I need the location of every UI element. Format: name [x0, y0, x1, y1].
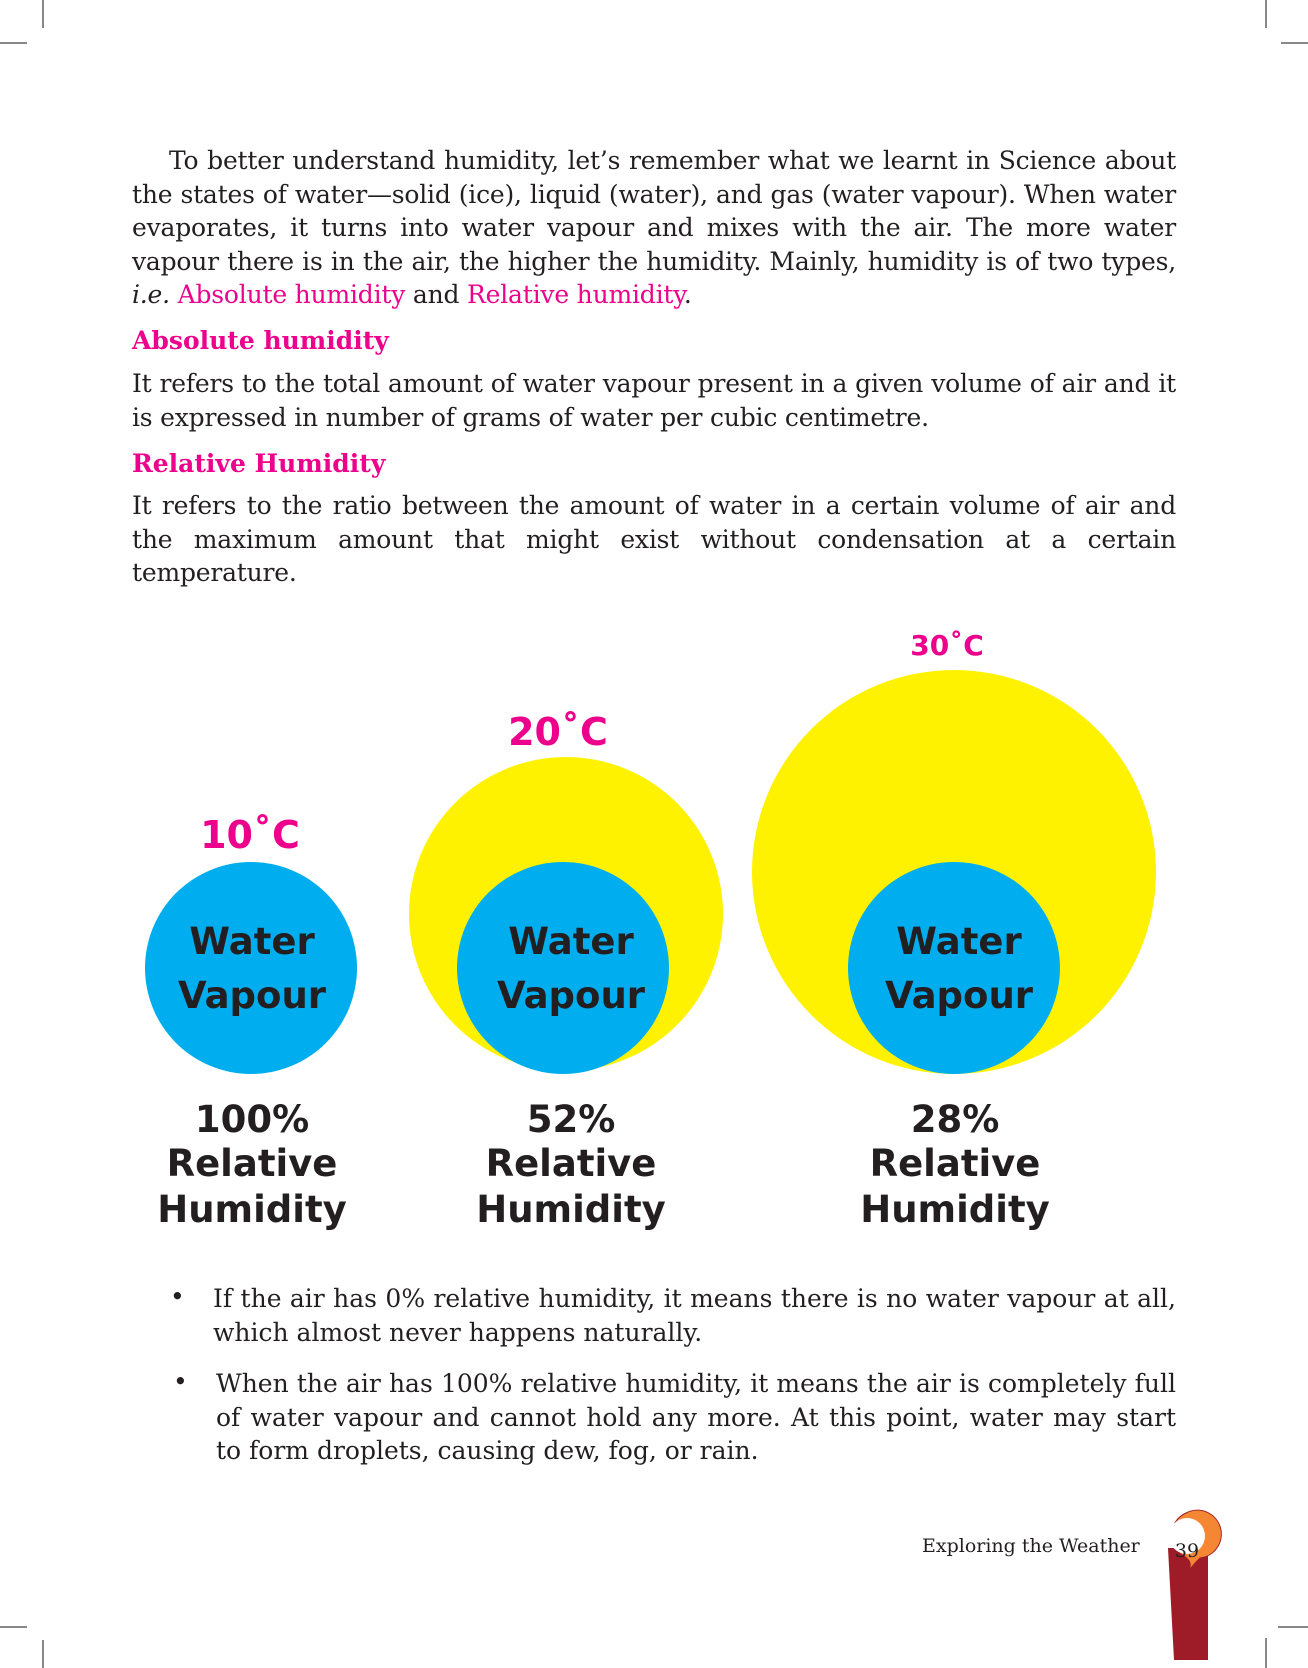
crop-mark [42, 1640, 44, 1668]
term-absolute: Absolute humidity [177, 280, 406, 309]
bullet-dot: • [173, 1367, 188, 1396]
ie-text: i.e. [132, 280, 170, 309]
crop-mark [1265, 1638, 1267, 1668]
rh-label: Relative [167, 1142, 338, 1185]
page-badge [1168, 1509, 1222, 1660]
crop-mark [1265, 0, 1267, 28]
rh-percent: 52% [527, 1098, 616, 1141]
vapour-label: Vapour [885, 974, 1034, 1017]
page-number: 39 [1174, 1540, 1200, 1562]
period: . [683, 280, 692, 309]
intro-paragraph: To better understand humidity, let’s rem… [132, 144, 1176, 312]
vapour-circle-30c [848, 862, 1060, 1074]
temp-label: 20˚C [508, 710, 608, 754]
term-relative: Relative humidity [467, 280, 684, 309]
vapour-label: Vapour [497, 974, 646, 1017]
rh-label: Humidity [476, 1188, 666, 1231]
vapour-label: Water [189, 920, 315, 963]
absolute-text: It refers to the total amount of water v… [132, 369, 1176, 432]
vapour-circle-20c [457, 862, 669, 1074]
rh-label: Relative [870, 1142, 1041, 1185]
absolute-heading: Absolute humidity [132, 326, 389, 355]
crop-mark [42, 0, 44, 28]
bullet-dot: • [170, 1282, 185, 1311]
temp-label: 30˚C [910, 629, 984, 662]
relative-text: It refers to the ratio between the amoun… [132, 491, 1176, 587]
rh-label: Humidity [860, 1188, 1050, 1231]
crop-mark [0, 42, 27, 44]
bullet-text: If the air has 0% relative humidity, it … [213, 1284, 1176, 1347]
crop-mark [0, 1626, 27, 1628]
rh-percent: 100% [195, 1098, 309, 1141]
vapour-label: Vapour [178, 974, 327, 1017]
chapter-title: Exploring the Weather [922, 1535, 1140, 1557]
rh-percent: 28% [911, 1098, 1000, 1141]
temp-label: 10˚C [200, 813, 300, 857]
vapour-label: Water [896, 920, 1022, 963]
and-text: and [405, 280, 468, 309]
rh-label: Relative [486, 1142, 657, 1185]
vapour-circle-10c [145, 862, 357, 1074]
intro-text: To better understand humidity, let’s rem… [132, 146, 1176, 276]
crop-mark [1278, 1626, 1308, 1628]
rh-label: Humidity [157, 1188, 347, 1231]
vapour-label: Water [508, 920, 634, 963]
crop-mark [1281, 42, 1308, 44]
relative-heading: Relative Humidity [132, 449, 386, 478]
bullet-text: When the air has 100% relative humidity,… [216, 1369, 1176, 1465]
